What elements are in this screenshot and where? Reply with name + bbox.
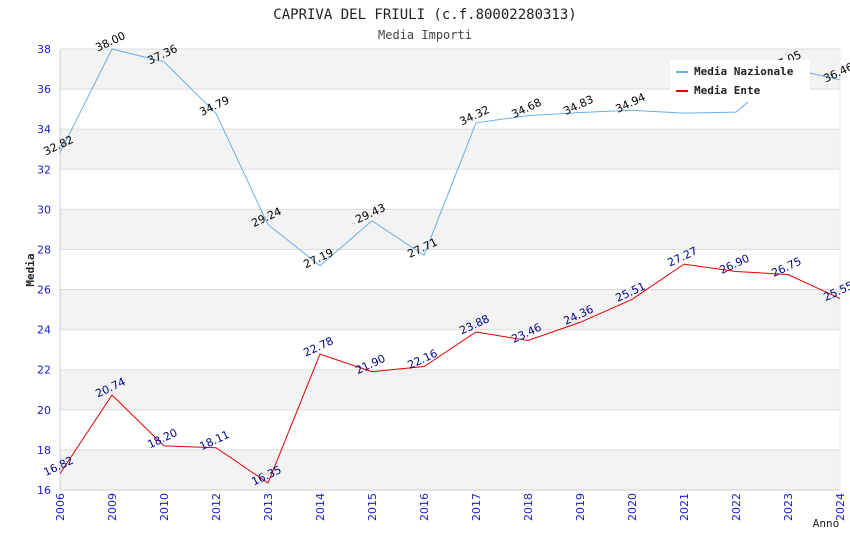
x-tick-label: 2022 bbox=[730, 493, 743, 521]
x-tick-label: 2010 bbox=[158, 493, 171, 521]
x-tick-label: 2012 bbox=[210, 493, 223, 521]
background-band bbox=[60, 290, 840, 330]
x-tick-label: 2015 bbox=[366, 493, 379, 521]
x-tick-label: 2014 bbox=[314, 493, 327, 521]
y-tick-label: 22 bbox=[37, 364, 51, 377]
y-tick-label: 36 bbox=[37, 83, 51, 96]
legend-label-media-nazionale: Media Nazionale bbox=[694, 65, 794, 78]
x-tick-label: 2006 bbox=[54, 493, 67, 521]
y-tick-label: 28 bbox=[37, 243, 51, 256]
legend: Media Nazionale Media Ente bbox=[670, 60, 810, 102]
x-tick-label: 2009 bbox=[106, 493, 119, 521]
y-tick-label: 26 bbox=[37, 284, 51, 297]
x-tick-label: 2024 bbox=[834, 493, 847, 521]
chart-title: CAPRIVA DEL FRIULI (c.f.80002280313) bbox=[273, 7, 576, 23]
x-tick-label: 2017 bbox=[470, 493, 483, 521]
x-tick-label: 2016 bbox=[418, 493, 431, 521]
x-tick-label: 2019 bbox=[574, 493, 587, 521]
x-tick-label: 2018 bbox=[522, 493, 535, 521]
background-band bbox=[60, 209, 840, 249]
x-tick-label: 2020 bbox=[626, 493, 639, 521]
background-band bbox=[60, 450, 840, 490]
y-tick-label: 34 bbox=[37, 123, 51, 136]
legend-label-media-ente: Media Ente bbox=[694, 84, 761, 97]
y-axis-label: Media bbox=[24, 253, 37, 286]
y-tick-label: 30 bbox=[37, 203, 51, 216]
x-tick-label: 2013 bbox=[262, 493, 275, 521]
y-tick-label: 16 bbox=[37, 484, 51, 497]
background-band bbox=[60, 129, 840, 169]
x-tick-labels: 2006 2009 2010 2012 2013 2014 2015 2016 2017 2018… bbox=[54, 493, 847, 521]
y-tick-labels: 16 18 20 22 24 26 28 30 32 34 36 38 bbox=[37, 43, 51, 497]
background-band bbox=[60, 370, 840, 410]
background-band bbox=[60, 410, 840, 450]
y-tick-label: 32 bbox=[37, 163, 51, 176]
y-tick-label: 38 bbox=[37, 43, 51, 56]
chart-subtitle: Media Importi bbox=[378, 28, 472, 42]
y-tick-label: 24 bbox=[37, 324, 51, 337]
x-tick-label: 2021 bbox=[678, 493, 691, 521]
x-tick-label: 2023 bbox=[782, 493, 795, 521]
y-tick-label: 20 bbox=[37, 404, 51, 417]
y-tick-label: 18 bbox=[37, 444, 51, 457]
